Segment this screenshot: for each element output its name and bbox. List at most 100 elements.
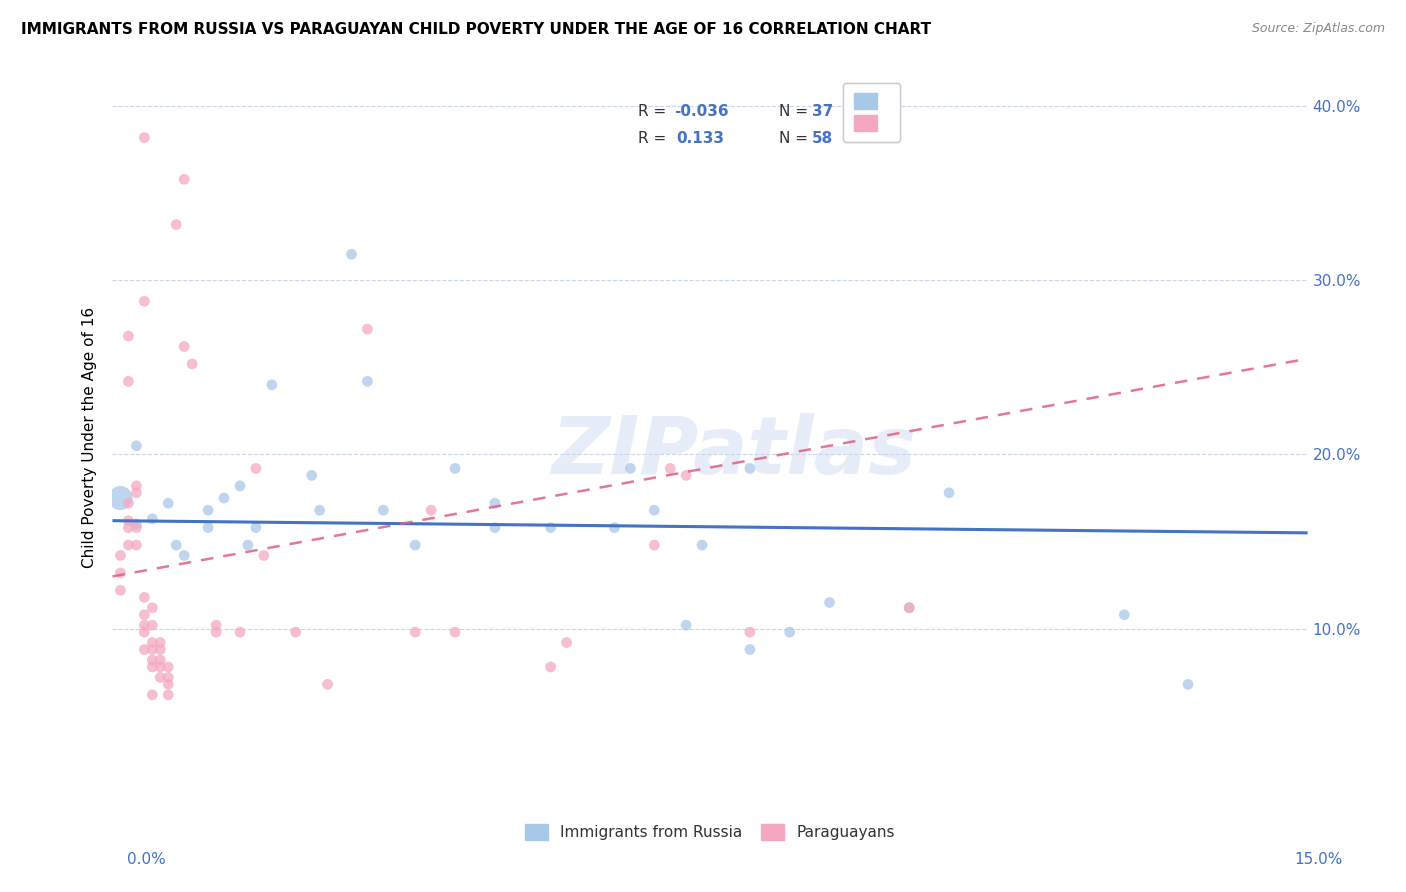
Point [134, 591, 156, 605]
Point [404, 625, 426, 640]
Point [643, 538, 665, 552]
Y-axis label: Child Poverty Under the Age of 16: Child Poverty Under the Age of 16 [82, 307, 97, 567]
Point [898, 600, 921, 615]
Point [356, 375, 378, 389]
Point [165, 538, 187, 552]
Point [284, 625, 307, 640]
Point [149, 670, 172, 684]
Point [197, 521, 219, 535]
Point [173, 339, 195, 353]
Point [260, 377, 283, 392]
Point [308, 503, 330, 517]
Point [245, 521, 267, 535]
Point [173, 172, 195, 186]
Point [134, 130, 156, 145]
Point [205, 618, 228, 632]
Point [818, 595, 841, 609]
Point [444, 461, 467, 475]
Point [117, 538, 139, 552]
Point [110, 566, 132, 580]
Point [197, 503, 219, 517]
Point [643, 503, 665, 517]
Point [134, 607, 156, 622]
Point [125, 485, 148, 500]
Point [141, 618, 163, 632]
Point [157, 670, 180, 684]
Point [555, 635, 578, 649]
Point [117, 514, 139, 528]
Point [675, 468, 697, 483]
Point [205, 625, 228, 640]
Point [125, 521, 148, 535]
Point [420, 503, 443, 517]
Text: 0.133: 0.133 [676, 131, 724, 146]
Point [157, 677, 180, 691]
Point [134, 625, 156, 640]
Point [141, 512, 163, 526]
Point [484, 521, 506, 535]
Point [690, 538, 713, 552]
Point [157, 688, 180, 702]
Point [738, 625, 761, 640]
Point [141, 642, 163, 657]
Point [675, 618, 697, 632]
Text: 58: 58 [811, 131, 832, 146]
Point [165, 218, 187, 232]
Point [404, 538, 426, 552]
Point [110, 549, 132, 563]
Point [212, 491, 235, 505]
Text: N =: N = [779, 131, 813, 146]
Point [373, 503, 395, 517]
Point [229, 625, 252, 640]
Point [340, 247, 363, 261]
Text: Source: ZipAtlas.com: Source: ZipAtlas.com [1251, 22, 1385, 36]
Text: ZIPatlas: ZIPatlas [551, 413, 917, 491]
Point [141, 600, 163, 615]
Point [141, 688, 163, 702]
Point [738, 642, 761, 657]
Point [540, 660, 562, 674]
Point [316, 677, 339, 691]
Point [659, 461, 682, 475]
Point [301, 468, 323, 483]
Point [134, 642, 156, 657]
Point [236, 538, 259, 552]
Point [149, 642, 172, 657]
Point [125, 439, 148, 453]
Point [738, 461, 761, 475]
Text: N =: N = [779, 104, 813, 120]
Point [898, 600, 921, 615]
Point [125, 517, 148, 532]
Point [149, 660, 172, 674]
Point [141, 653, 163, 667]
Point [141, 660, 163, 674]
Point [245, 461, 267, 475]
Point [141, 635, 163, 649]
Text: R =: R = [638, 104, 672, 120]
Legend: Immigrants from Russia, Paraguayans: Immigrants from Russia, Paraguayans [519, 818, 901, 847]
Text: R =: R = [638, 131, 672, 146]
Text: IMMIGRANTS FROM RUSSIA VS PARAGUAYAN CHILD POVERTY UNDER THE AGE OF 16 CORRELATI: IMMIGRANTS FROM RUSSIA VS PARAGUAYAN CHI… [21, 22, 931, 37]
Text: 15.0%: 15.0% [1295, 852, 1343, 867]
Point [157, 496, 180, 510]
Text: -0.036: -0.036 [675, 104, 728, 120]
Point [110, 491, 132, 505]
Point [134, 294, 156, 309]
Point [117, 329, 139, 343]
Text: 0.0%: 0.0% [127, 852, 166, 867]
Point [540, 521, 562, 535]
Point [229, 479, 252, 493]
Point [444, 625, 467, 640]
Point [110, 583, 132, 598]
Point [484, 496, 506, 510]
Point [603, 521, 626, 535]
Point [1177, 677, 1199, 691]
Point [173, 549, 195, 563]
Point [117, 375, 139, 389]
Text: 37: 37 [811, 104, 832, 120]
Point [779, 625, 801, 640]
Point [134, 618, 156, 632]
Point [117, 496, 139, 510]
Point [157, 660, 180, 674]
Point [125, 538, 148, 552]
